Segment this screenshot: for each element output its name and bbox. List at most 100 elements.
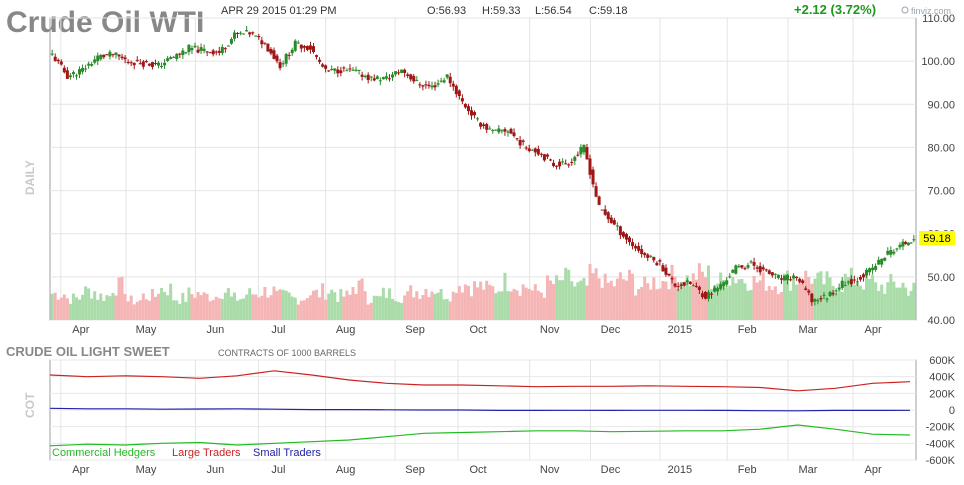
cot-title: CRUDE OIL LIGHT SWEET bbox=[6, 344, 170, 359]
volume-bar bbox=[427, 296, 431, 320]
candle-body bbox=[90, 64, 94, 66]
candle-body bbox=[539, 153, 543, 155]
candle-body bbox=[369, 76, 373, 78]
candle-body bbox=[160, 65, 164, 67]
candle-body bbox=[196, 49, 200, 53]
candle-body bbox=[909, 242, 913, 244]
price-x-tick-label: Sep bbox=[405, 324, 425, 336]
volume-bar bbox=[792, 278, 796, 320]
volume-bar bbox=[773, 286, 777, 320]
volume-bar bbox=[330, 289, 334, 320]
candle-body bbox=[667, 273, 671, 276]
volume-bar bbox=[442, 299, 446, 320]
volume-bar bbox=[153, 296, 157, 320]
cot-x-tick-label: 2015 bbox=[668, 464, 692, 476]
volume-bar bbox=[208, 301, 212, 320]
candle-body bbox=[901, 241, 905, 247]
candle-body bbox=[719, 284, 723, 289]
candle-body bbox=[533, 148, 537, 153]
candle-body bbox=[564, 163, 568, 165]
price-x-tick-label: Dec bbox=[601, 324, 621, 336]
volume-bar bbox=[658, 288, 662, 320]
candle-body bbox=[248, 32, 252, 35]
volume-bar bbox=[685, 275, 689, 320]
candle-body bbox=[93, 59, 97, 63]
price-x-tick-label: May bbox=[136, 324, 157, 336]
volume-bar bbox=[909, 290, 913, 320]
volume-bar bbox=[163, 291, 167, 320]
candle-body bbox=[138, 63, 142, 65]
candle-body bbox=[172, 56, 176, 58]
volume-bar bbox=[482, 289, 486, 320]
candle-body bbox=[451, 83, 455, 87]
volume-bar bbox=[272, 286, 276, 320]
candle-body bbox=[166, 58, 170, 61]
candle-body bbox=[424, 84, 428, 86]
legend-large-traders[interactable]: Large Traders bbox=[172, 447, 241, 459]
price-x-tick-label: Oct bbox=[469, 324, 486, 336]
volume-bar bbox=[421, 295, 425, 320]
volume-bar bbox=[719, 272, 723, 320]
cot-lines bbox=[49, 370, 911, 447]
candle-body bbox=[679, 284, 683, 286]
volume-bar bbox=[378, 296, 382, 320]
candle-body bbox=[293, 40, 297, 51]
candle-body bbox=[123, 57, 127, 60]
price-x-tick-label: 2015 bbox=[668, 324, 692, 336]
candle-body bbox=[269, 49, 273, 54]
candle-body bbox=[576, 154, 580, 156]
candle-body bbox=[801, 280, 805, 284]
candle-body bbox=[527, 148, 531, 152]
volume-bar bbox=[223, 292, 227, 320]
legend-small-traders[interactable]: Small Traders bbox=[253, 447, 321, 459]
volume-bar bbox=[634, 295, 638, 320]
volume-bar bbox=[263, 287, 267, 320]
volume-bar bbox=[400, 302, 404, 320]
watermark[interactable]: finviz.com bbox=[911, 6, 951, 16]
volume-bar bbox=[232, 292, 236, 320]
candle-body bbox=[846, 281, 850, 283]
cot-series-line bbox=[49, 370, 911, 392]
volume-bar bbox=[193, 297, 197, 320]
candle-body bbox=[600, 209, 604, 211]
candle-body bbox=[752, 261, 756, 266]
volume-bar bbox=[114, 295, 118, 320]
legend-commercial-hedgers[interactable]: Commercial Hedgers bbox=[52, 447, 156, 459]
candle-body bbox=[409, 74, 413, 80]
candle-body bbox=[305, 45, 309, 50]
volume-bar bbox=[123, 294, 127, 320]
cot-grid bbox=[50, 359, 916, 461]
volume-bar bbox=[199, 295, 203, 320]
volume-bar bbox=[50, 293, 54, 320]
volume-bar bbox=[852, 284, 856, 320]
volume-bar bbox=[81, 294, 85, 320]
candle-body bbox=[725, 280, 729, 285]
candle-body bbox=[694, 285, 698, 287]
volume-bar bbox=[321, 283, 325, 320]
candle-body bbox=[381, 77, 385, 80]
volume-bar bbox=[782, 273, 786, 320]
price-x-tick-label: Aug bbox=[336, 324, 356, 336]
volume-bar bbox=[117, 277, 121, 320]
candle-body bbox=[661, 265, 665, 272]
candle-body bbox=[232, 32, 236, 39]
candle-body bbox=[819, 298, 823, 300]
volume-bar bbox=[679, 281, 683, 320]
candle-body bbox=[892, 251, 896, 254]
candle-body bbox=[658, 260, 662, 262]
volume-bar bbox=[497, 291, 501, 320]
candle-body bbox=[260, 40, 264, 45]
cot-y-tick-label: 200K bbox=[929, 388, 955, 400]
volume-bar bbox=[503, 272, 507, 320]
volume-bar bbox=[409, 285, 413, 320]
volume-bar bbox=[710, 289, 714, 320]
volume-bar bbox=[615, 278, 619, 320]
volume-bar bbox=[609, 280, 613, 320]
volume-bar bbox=[111, 292, 115, 320]
volume-bar bbox=[840, 291, 844, 320]
last-price-tag: 59.18 bbox=[919, 231, 955, 245]
price-y-tick-label: 90.00 bbox=[927, 99, 955, 111]
volume-bar bbox=[187, 287, 191, 320]
candle-body bbox=[384, 76, 388, 79]
volume-bar bbox=[545, 275, 549, 320]
